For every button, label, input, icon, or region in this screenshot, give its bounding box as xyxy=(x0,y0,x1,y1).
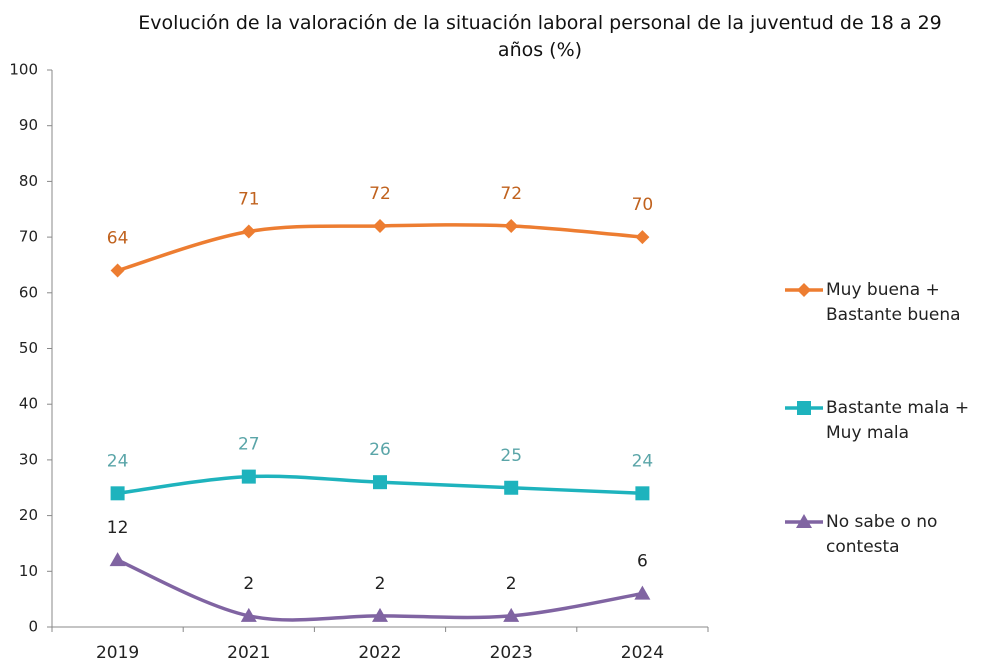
chart-title: Evolución de la valoración de la situaci… xyxy=(138,12,942,61)
legend-label: Bastante mala + Muy mala xyxy=(826,398,970,443)
data-label: 71 xyxy=(238,190,260,210)
x-tick-label: 2021 xyxy=(227,643,270,663)
marker xyxy=(241,469,256,484)
data-label: 2 xyxy=(375,574,386,594)
marker xyxy=(241,224,256,239)
data-label: 72 xyxy=(369,184,391,204)
legend-marker xyxy=(796,514,812,528)
y-tick-label: 10 xyxy=(19,562,38,580)
y-tick-label: 20 xyxy=(19,506,38,524)
y-tick-label: 100 xyxy=(9,61,38,79)
marker xyxy=(372,607,388,622)
x-tick-label: 2019 xyxy=(96,643,139,663)
y-tick-label: 50 xyxy=(19,339,38,357)
data-label: 24 xyxy=(632,451,654,471)
marker xyxy=(110,486,125,501)
data-label: 24 xyxy=(107,451,129,471)
legend-marker xyxy=(797,401,811,415)
data-label: 27 xyxy=(238,435,260,455)
marker xyxy=(634,585,651,600)
data-label: 64 xyxy=(107,229,129,249)
marker xyxy=(635,486,650,501)
y-tick-label: 70 xyxy=(19,228,38,246)
x-tick-label: 2024 xyxy=(621,643,664,663)
data-label: 2 xyxy=(243,574,254,594)
marker xyxy=(373,218,387,233)
legend-marker xyxy=(797,283,811,297)
marker xyxy=(109,552,126,567)
marker xyxy=(240,607,257,622)
y-tick-label: 40 xyxy=(19,395,38,413)
marker xyxy=(373,475,387,490)
marker xyxy=(110,263,125,278)
data-label: 72 xyxy=(500,184,522,204)
x-tick-label: 2023 xyxy=(490,643,533,663)
data-label: 25 xyxy=(500,446,522,466)
data-label: 26 xyxy=(369,440,391,460)
y-tick-label: 60 xyxy=(19,283,38,301)
data-label: 6 xyxy=(637,552,648,572)
data-label: 12 xyxy=(107,518,129,538)
data-label: 2 xyxy=(506,574,517,594)
marker xyxy=(503,607,520,622)
marker xyxy=(504,218,519,233)
y-tick-label: 0 xyxy=(28,618,38,636)
marker xyxy=(504,480,519,495)
marker xyxy=(635,230,650,245)
y-tick-label: 90 xyxy=(19,116,38,134)
legend-label: Muy buena + Bastante buena xyxy=(826,280,961,325)
y-tick-label: 80 xyxy=(19,172,38,190)
legend-label: No sabe o no contesta xyxy=(826,512,938,557)
y-tick-label: 30 xyxy=(19,450,38,468)
x-tick-label: 2022 xyxy=(358,643,401,663)
data-label: 70 xyxy=(632,195,654,215)
